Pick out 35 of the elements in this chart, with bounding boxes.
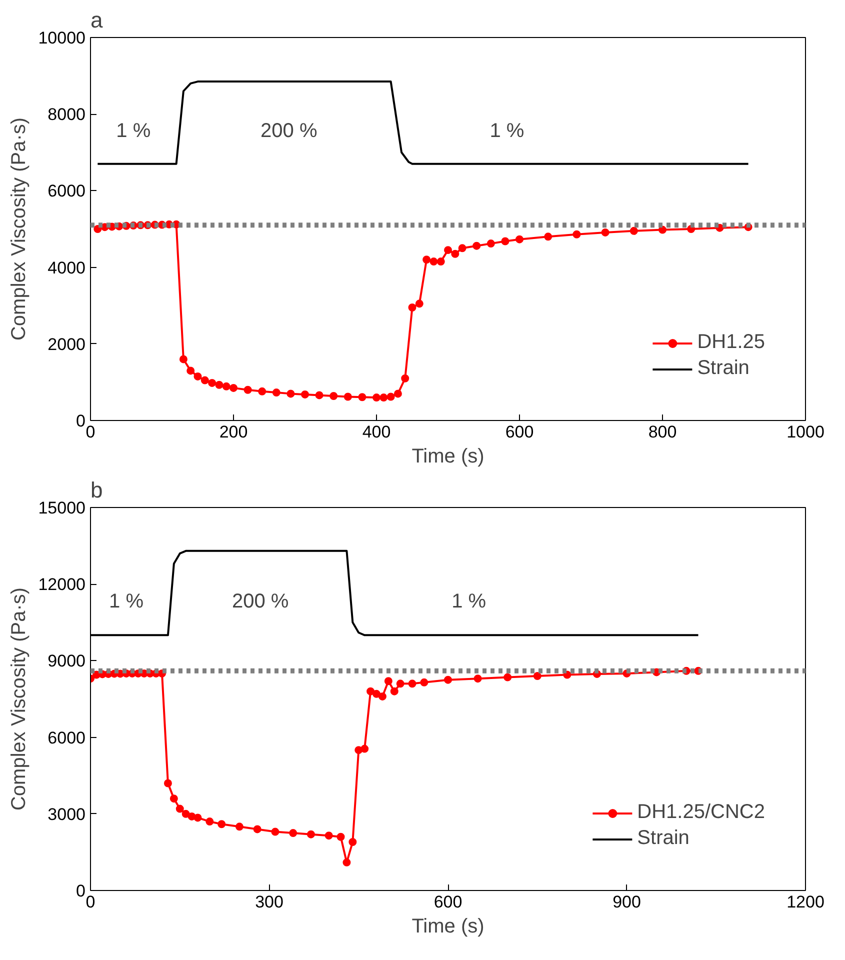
annotation: 1 %: [116, 120, 151, 142]
y-tick-label: 15000: [38, 498, 86, 518]
y-tick-label: 12000: [38, 575, 86, 594]
y-tick-label: 3000: [48, 804, 86, 824]
y-tick-label: 6000: [48, 182, 86, 201]
annotation: 200 %: [232, 590, 289, 612]
chart-title: a: [90, 8, 104, 32]
y-tick-label: 8000: [48, 105, 86, 124]
y-tick-label: 10000: [38, 28, 86, 48]
annotation: 1 %: [490, 120, 524, 142]
x-tick-label: 200: [219, 422, 248, 442]
legend-label: DH1.25: [697, 331, 765, 354]
x-tick-label: 400: [362, 422, 391, 442]
x-tick-label: 600: [505, 422, 534, 442]
annotation: 200 %: [260, 120, 318, 142]
x-tick-label: 600: [434, 892, 462, 912]
x-axis-title: Time (s): [412, 446, 484, 468]
x-tick-label: 900: [612, 892, 641, 912]
y-tick-label: 9000: [48, 652, 86, 671]
x-tick-label: 1000: [786, 422, 824, 442]
y-tick-label: 6000: [48, 728, 86, 748]
y-axis-title: Complex Viscosity (Pa·s): [8, 587, 30, 811]
x-axis-title: Time (s): [412, 916, 484, 938]
y-tick-label: 4000: [48, 258, 86, 278]
legend-label: DH1.25/CNC2: [637, 801, 765, 824]
x-tick-label: 1200: [786, 892, 824, 912]
y-tick-label: 2000: [48, 334, 86, 354]
annotation: 1 %: [109, 590, 144, 612]
annotation: 1 %: [452, 590, 486, 612]
x-tick-label: 300: [255, 892, 284, 912]
legend-label: Strain: [697, 357, 750, 380]
legend-label: Strain: [637, 827, 690, 850]
x-tick-label: 800: [648, 422, 677, 442]
chart-title: b: [90, 478, 103, 502]
y-axis-title: Complex Viscosity (Pa·s): [8, 117, 30, 341]
